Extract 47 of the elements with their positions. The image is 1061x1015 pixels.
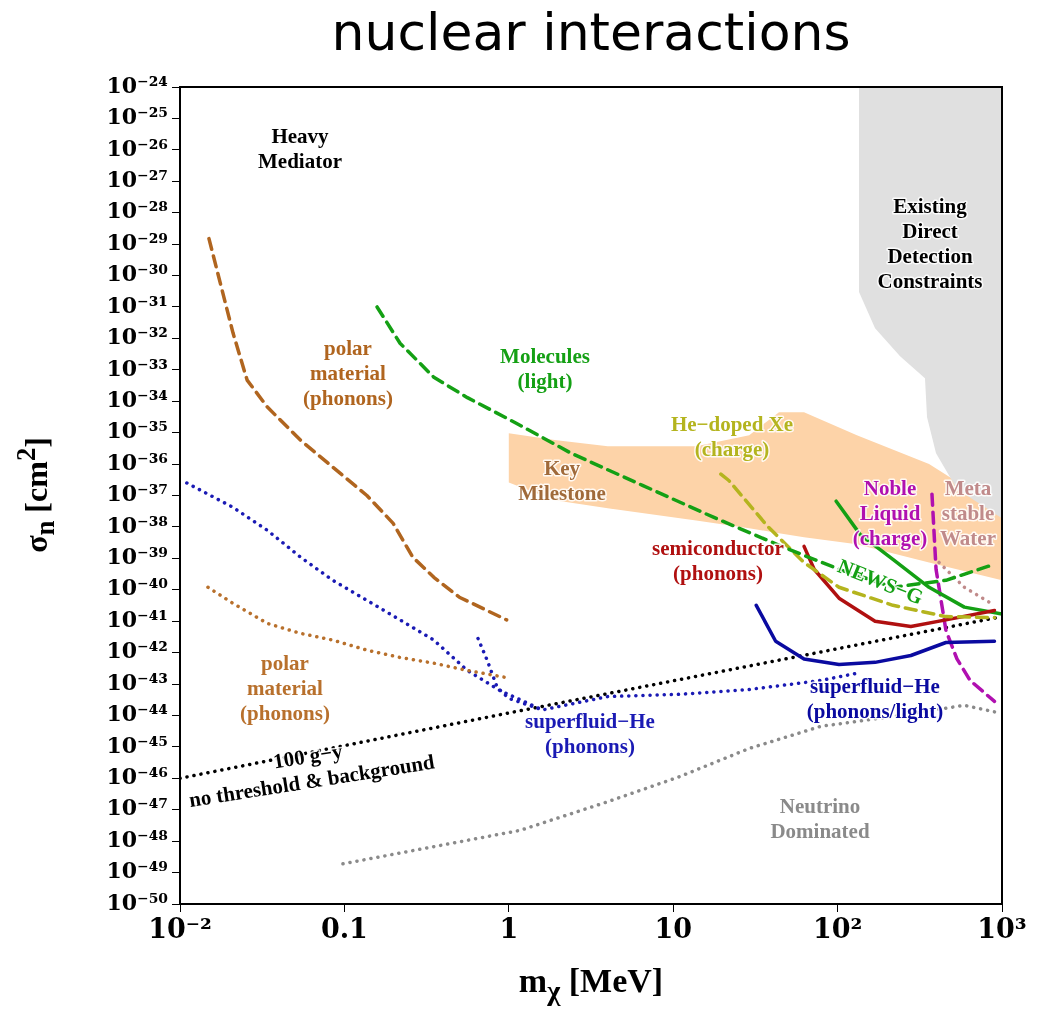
x-tick-label: 10³ (977, 913, 1027, 945)
y-tick-label: 10⁻²⁷ (106, 165, 168, 192)
y-tick-label: 10⁻⁴⁶ (106, 763, 168, 790)
y-tick-label: 10⁻²⁹ (106, 228, 168, 255)
y-tick-label: 10⁻³⁷ (106, 480, 168, 507)
y-tick-label: 10⁻³² (106, 323, 168, 350)
y-tick-label: 10⁻⁴¹ (106, 605, 168, 632)
y-tick-label: 10⁻³⁴ (106, 385, 168, 412)
x-tick-label: 10 (654, 913, 692, 945)
series-label: polar material (phonons) (303, 336, 393, 411)
series-label: superfluid−He (phonons/light) (806, 673, 944, 723)
text: 100 g−y no threshold & background (187, 738, 437, 813)
y-tick-label: 10⁻⁴⁷ (106, 794, 168, 821)
text: Neutrino Dominated (770, 793, 870, 843)
y-tick-label: 10⁻²⁴ (106, 71, 168, 98)
y-tick-label: 10⁻²⁵ (106, 103, 168, 130)
y-tick-label: 10⁻³⁵ (106, 417, 168, 444)
y-tick-label: 10⁻³⁹ (106, 543, 168, 570)
x-tick-label: 10² (812, 913, 863, 945)
y-tick-label: 10⁻³⁰ (106, 260, 169, 287)
x-tick-label: 1 (499, 913, 519, 945)
y-tick-label: 10⁻⁴³ (106, 668, 168, 695)
x-axis-title: m$_{χ}$ [MeV] (517, 962, 665, 1007)
y-tick-label: 10⁻⁵⁰ (106, 888, 169, 915)
annotation: Heavy Mediator (258, 123, 342, 173)
y-tick-label: 10⁻⁴⁰ (106, 574, 169, 601)
y-tick-label: 10⁻³⁸ (106, 511, 168, 538)
series-label: polar material (phonons) (240, 651, 330, 726)
series-label: Meta stable Water (940, 476, 996, 551)
series-label: Existing Direct Detection Constraints (877, 193, 983, 293)
y-tick-label: 10⁻⁴⁴ (106, 700, 168, 727)
series-label: He−doped Xe (charge) (670, 411, 794, 461)
series-label: Molecules (light) (500, 343, 590, 393)
series-label: superfluid−He (phonons) (525, 708, 655, 758)
y-tick-label: 10⁻³³ (106, 354, 168, 381)
y-tick-label: 10⁻⁴² (106, 637, 168, 664)
y-tick-label: 10⁻⁴⁹ (106, 857, 168, 884)
y-tick-label: 10⁻⁴⁸ (106, 825, 168, 852)
series-label: semiconductor (phonons) (652, 535, 784, 585)
y-tick-label: 10⁻³¹ (106, 291, 168, 318)
y-tick-label: 10⁻²⁸ (106, 197, 168, 224)
y-tick-label: 10⁻²⁶ (106, 134, 168, 161)
x-tick-label: 10⁻² (148, 913, 212, 945)
x-tick-label: 0.1 (320, 913, 368, 945)
chart-title: nuclear interactions (330, 2, 852, 62)
y-tick-label: 10⁻⁴⁵ (106, 731, 168, 758)
y-tick-label: 10⁻³⁶ (106, 448, 168, 475)
